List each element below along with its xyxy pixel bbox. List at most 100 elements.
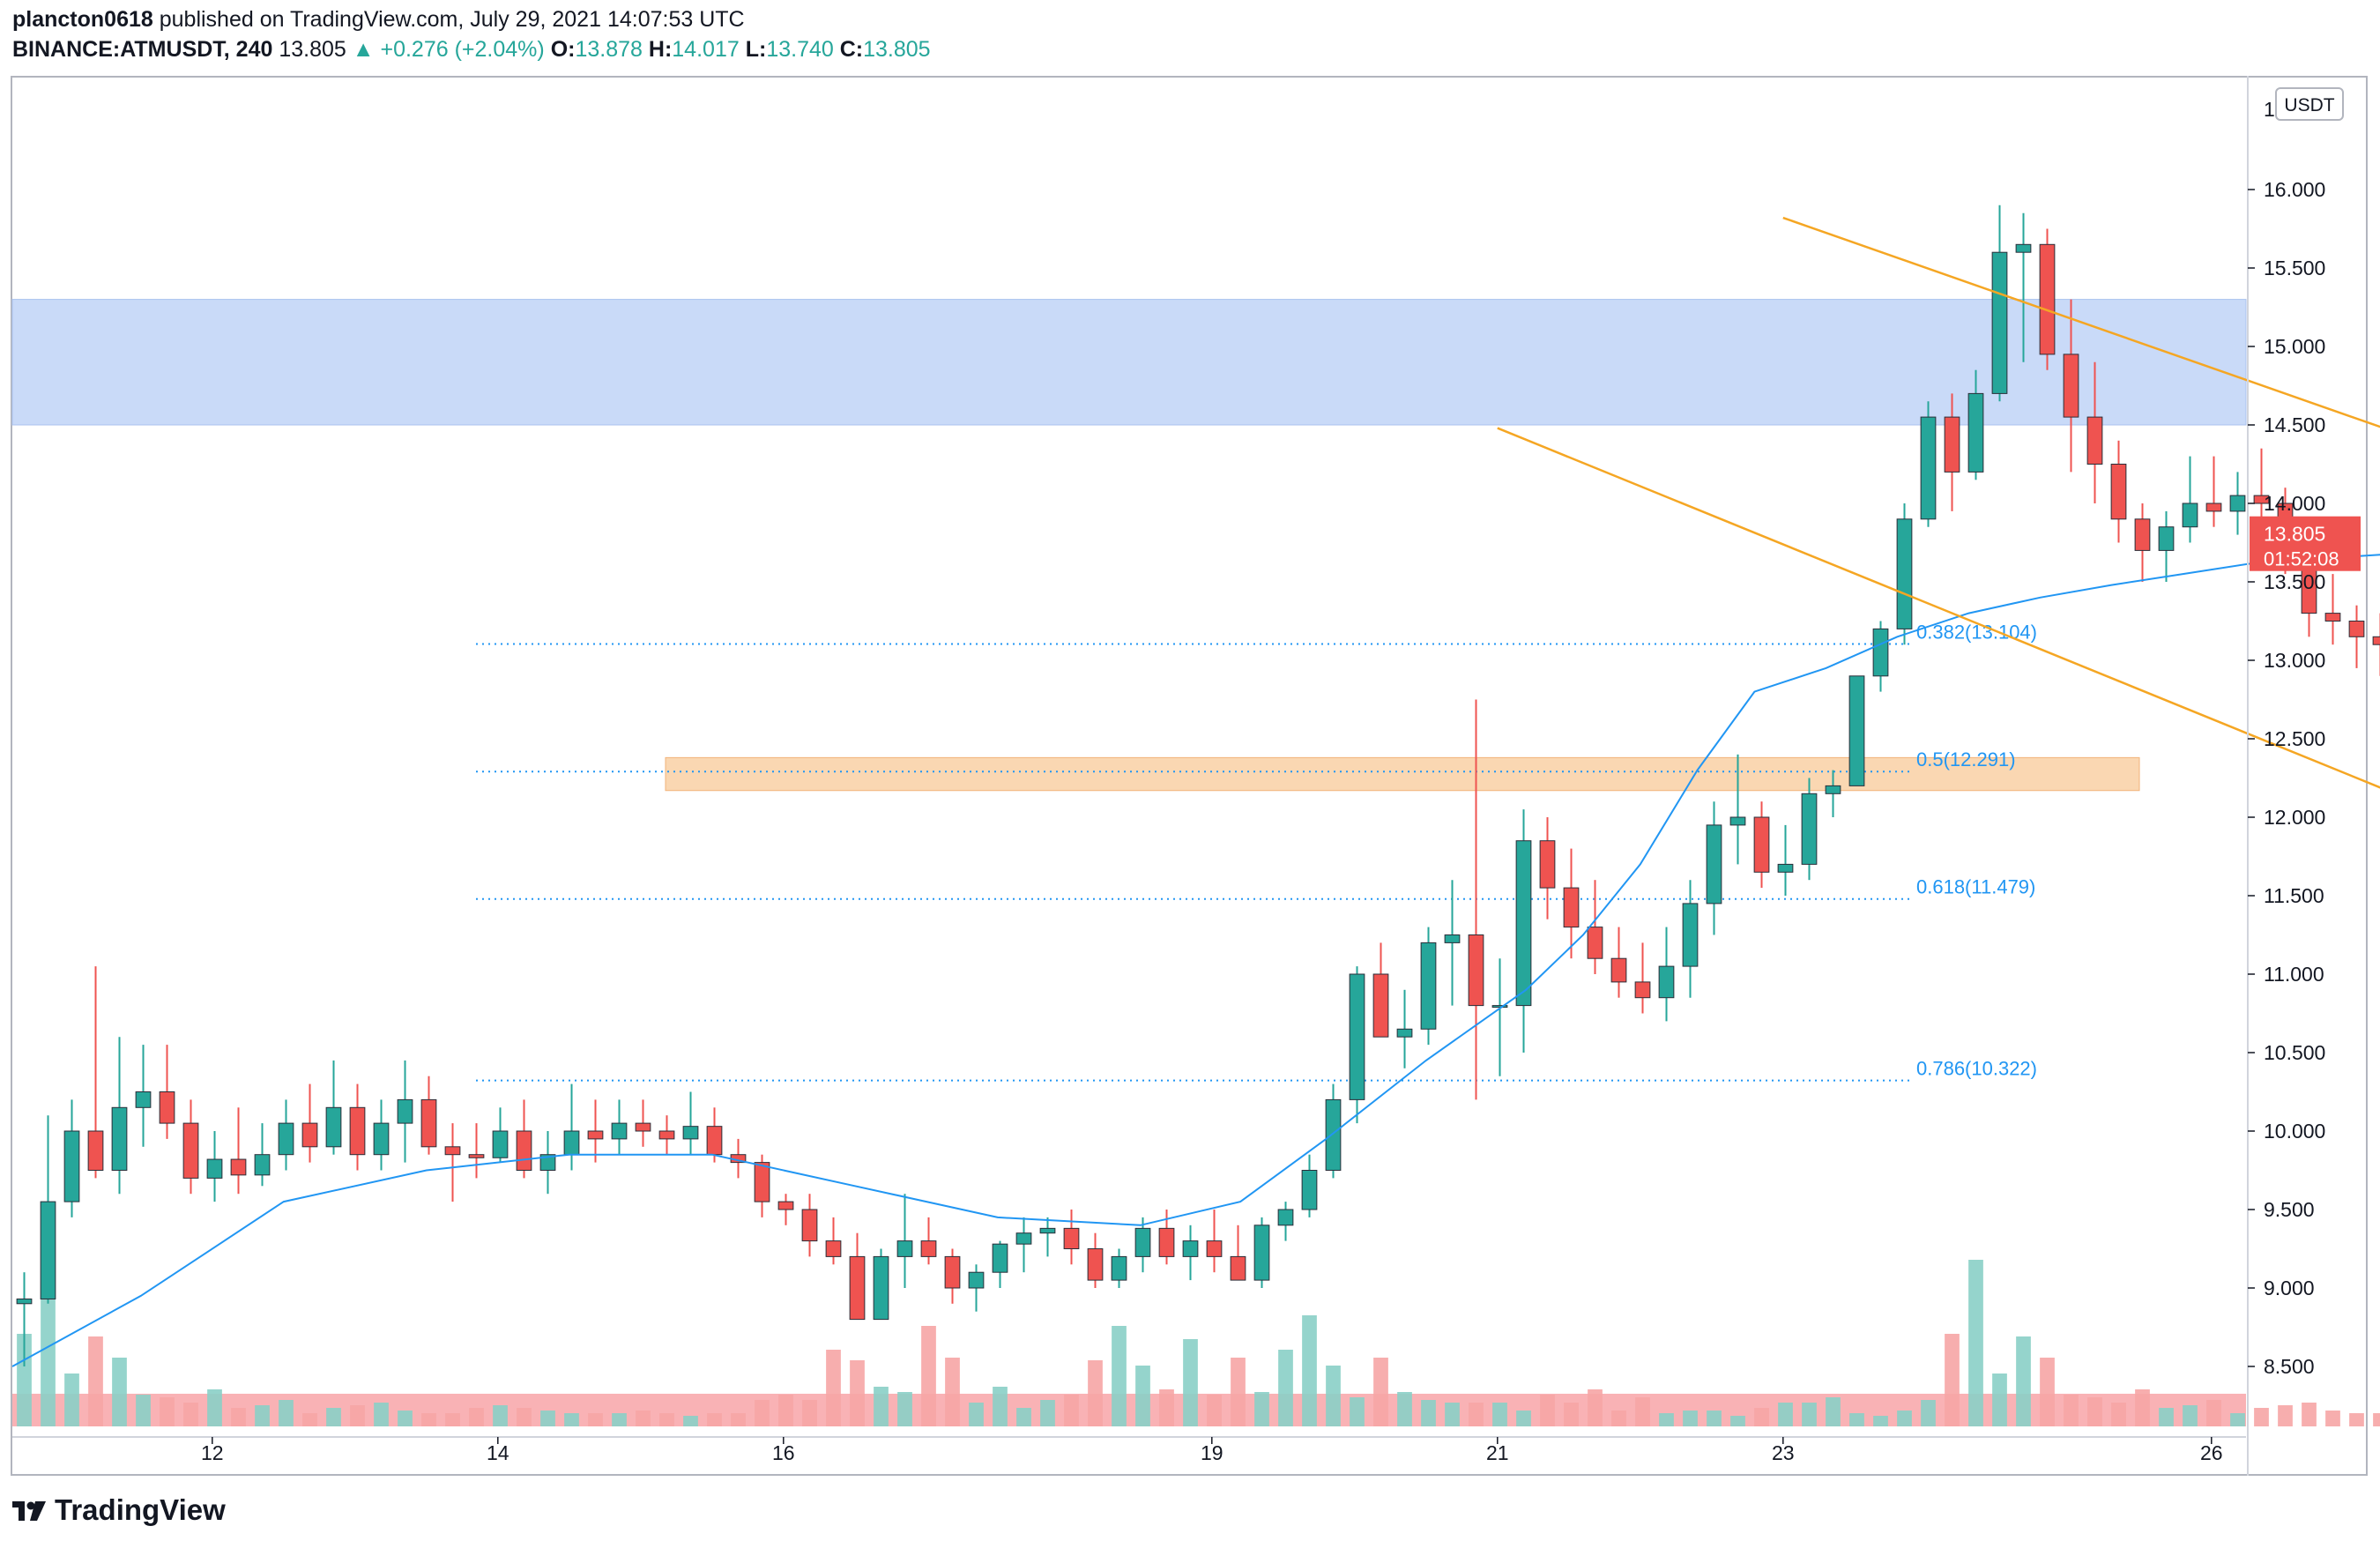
candle-body — [230, 1158, 247, 1176]
price-tick-label: 14.500 — [2264, 413, 2325, 436]
candle-body — [944, 1255, 961, 1289]
fib-level-label: 0.618(11.479) — [1916, 876, 2035, 898]
published-text: published on TradingView.com, July 29, 2… — [159, 7, 745, 32]
volume-bar — [1897, 1411, 1912, 1426]
volume-bar — [1683, 1411, 1698, 1426]
candle-body — [2110, 464, 2127, 520]
candle-body — [1253, 1225, 1270, 1281]
volume-bar — [445, 1413, 460, 1426]
candle-body — [1944, 416, 1960, 473]
candle-body — [301, 1122, 318, 1148]
candle-body — [87, 1130, 104, 1171]
candle-body — [468, 1154, 485, 1158]
volume-bar — [374, 1403, 389, 1426]
volume-bar — [1921, 1400, 1936, 1426]
candle-body — [206, 1158, 223, 1179]
candle-body — [1634, 981, 1651, 999]
volume-bar — [64, 1374, 79, 1426]
volume-bar — [1540, 1395, 1555, 1426]
author-name[interactable]: plancton0618 — [12, 7, 153, 32]
volume-bar — [659, 1413, 674, 1426]
price-tick-label: 11.500 — [2264, 884, 2324, 907]
volume-bar — [874, 1387, 889, 1426]
high-value: 14.017 — [672, 37, 740, 62]
price-tick-label: 14.000 — [2264, 492, 2325, 515]
candle-body — [516, 1130, 532, 1171]
candle-body — [2324, 613, 2341, 622]
candle-body — [2134, 518, 2151, 551]
candle-body — [1825, 785, 1841, 794]
close-value: 13.805 — [863, 37, 931, 62]
volume-bar — [421, 1413, 436, 1426]
volume-bar — [1159, 1389, 1174, 1426]
fib-level-label: 0.786(10.322) — [1916, 1058, 2037, 1080]
candle-body — [397, 1098, 413, 1124]
candle-body — [40, 1201, 56, 1299]
volume-bar — [1730, 1416, 1745, 1426]
candle-body — [1491, 1005, 1508, 1009]
candle-body — [706, 1126, 723, 1156]
volume-bar — [1611, 1411, 1626, 1426]
volume-bar — [2325, 1411, 2340, 1426]
candle-body — [658, 1130, 675, 1140]
candle-body — [159, 1091, 175, 1124]
volume-bar — [160, 1397, 175, 1426]
volume-bar — [1088, 1360, 1103, 1426]
resistance-zone — [11, 299, 2247, 426]
volume-bar — [850, 1360, 865, 1426]
time-tick-label: 23 — [1772, 1441, 1795, 1464]
candle-body — [2205, 502, 2222, 512]
candle-body — [2039, 243, 2056, 355]
candle-body — [111, 1106, 128, 1172]
time-tick-label: 14 — [487, 1441, 509, 1464]
candle-body — [635, 1122, 651, 1132]
channel-upper-line — [1782, 216, 2380, 428]
candle-body — [492, 1130, 509, 1158]
candle-body — [1134, 1227, 1151, 1257]
candle-body — [1372, 973, 1389, 1038]
volume-bar — [1564, 1403, 1579, 1426]
candle-body — [2158, 526, 2175, 551]
candle-body — [1848, 675, 1865, 786]
candle-body — [1920, 416, 1937, 520]
candle-body — [135, 1091, 152, 1108]
open-value: 13.878 — [575, 37, 643, 62]
volume-bar — [136, 1395, 151, 1426]
volume-bar — [1016, 1408, 1031, 1426]
volume-bar — [1302, 1315, 1317, 1426]
volume-bar — [469, 1408, 484, 1426]
volume-bar — [112, 1358, 127, 1426]
time-tick-label: 16 — [772, 1441, 795, 1464]
volume-bar — [540, 1411, 555, 1426]
volume-bar — [778, 1395, 793, 1426]
candle-body — [1277, 1209, 1294, 1226]
volume-bar — [755, 1400, 770, 1426]
candle-body — [254, 1154, 271, 1176]
volume-bar — [279, 1400, 294, 1426]
volume-bar — [2349, 1413, 2364, 1426]
volume-bar — [1516, 1411, 1531, 1426]
symbol-name[interactable]: BINANCE:ATMUSDT, 240 — [12, 37, 273, 62]
volume-bar — [2302, 1403, 2317, 1426]
volume-bar — [802, 1400, 817, 1426]
volume-bar — [993, 1387, 1008, 1426]
candle-body — [1563, 887, 1580, 928]
candle-body — [777, 1201, 794, 1210]
price-tick-label: 15.500 — [2264, 257, 2325, 279]
last-price-label: 13.805 — [2264, 523, 2325, 546]
volume-bar — [1802, 1403, 1817, 1426]
currency-label[interactable]: USDT — [2284, 95, 2334, 115]
candle-body — [349, 1106, 366, 1156]
candle-body — [1039, 1227, 1056, 1234]
candle-body — [1706, 824, 1722, 904]
candle-body — [1087, 1248, 1104, 1281]
candle-body — [278, 1122, 294, 1156]
candle-body — [373, 1122, 390, 1156]
volume-bar — [1635, 1397, 1650, 1426]
price-tick-label: 9.500 — [2264, 1198, 2315, 1221]
volume-bar — [1873, 1416, 1888, 1426]
candle-body — [1539, 840, 1556, 889]
candle-body — [1206, 1240, 1223, 1257]
candle-body — [2229, 495, 2246, 512]
